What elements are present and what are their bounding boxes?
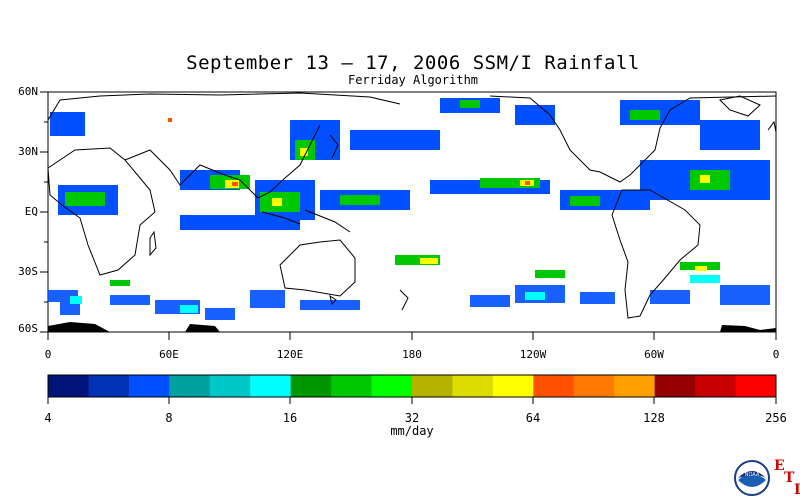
- etl-letter-t: T: [784, 470, 795, 486]
- colorbar-cell: [169, 375, 211, 397]
- colorbar-cell: [412, 375, 453, 397]
- lon-label-0-east: 0: [772, 348, 780, 361]
- map-subtitle: Ferriday Algorithm: [347, 73, 479, 87]
- colorbar-label-8: 8: [165, 411, 173, 425]
- colorbar-label-256: 256: [765, 411, 787, 425]
- colorbar-cell: [735, 375, 777, 397]
- rainfall-field: [48, 98, 776, 332]
- noaa-logo-icon: NOAA: [734, 460, 770, 496]
- colorbar-label-64: 64: [525, 411, 541, 425]
- colorbar-cell: [452, 375, 494, 397]
- colorbar-unit: mm/day: [390, 424, 434, 438]
- etl-letter-e: E: [774, 458, 785, 474]
- coastlines: [47, 92, 777, 319]
- colorbar-cell: [209, 375, 251, 397]
- lat-label-eq: EQ: [24, 205, 38, 218]
- colorbar-cell: [614, 375, 656, 397]
- colorbar-cell: [573, 375, 615, 397]
- lat-label-60s: 60S: [18, 322, 38, 335]
- colorbar-label-128: 128: [643, 411, 665, 425]
- colorbar-label-16: 16: [282, 411, 298, 425]
- colorbar-cell: [48, 375, 89, 397]
- colorbar-cell: [695, 375, 737, 397]
- lon-label-0: 0: [44, 348, 52, 361]
- lon-label-60e: 60E: [159, 348, 179, 361]
- colorbar-label-32: 32: [404, 411, 420, 425]
- lon-label-180: 180: [402, 348, 422, 361]
- lat-label-30n: 30N: [18, 145, 38, 158]
- map-title: September 13 – 17, 2006 SSM/I Rainfall: [186, 52, 640, 74]
- colorbar-cell: [371, 375, 413, 397]
- colorbar-cell: [128, 375, 170, 397]
- colorbar-ticks: [47, 397, 777, 404]
- colorbar-cell: [654, 375, 696, 397]
- lon-label-60w: 60W: [644, 348, 664, 361]
- colorbar-cell: [250, 375, 292, 397]
- lon-label-120w: 120W: [519, 348, 547, 361]
- colorbar-cell: [88, 375, 130, 397]
- lat-label-60n: 60N: [18, 85, 38, 98]
- lon-label-120e: 120E: [276, 348, 304, 361]
- colorbar-label-4: 4: [44, 411, 52, 425]
- colorbar-cell: [492, 375, 534, 397]
- colorbar-cell: [290, 375, 332, 397]
- lat-label-30s: 30S: [18, 265, 38, 278]
- colorbar-cell: [533, 375, 575, 397]
- latitude-ticks: [40, 91, 48, 333]
- noaa-logo-text: NOAA: [745, 472, 760, 478]
- colorbar-cell: [331, 375, 373, 397]
- longitude-ticks: [47, 332, 777, 340]
- colorbar: [48, 375, 777, 397]
- etl-letter-l: L: [794, 482, 800, 498]
